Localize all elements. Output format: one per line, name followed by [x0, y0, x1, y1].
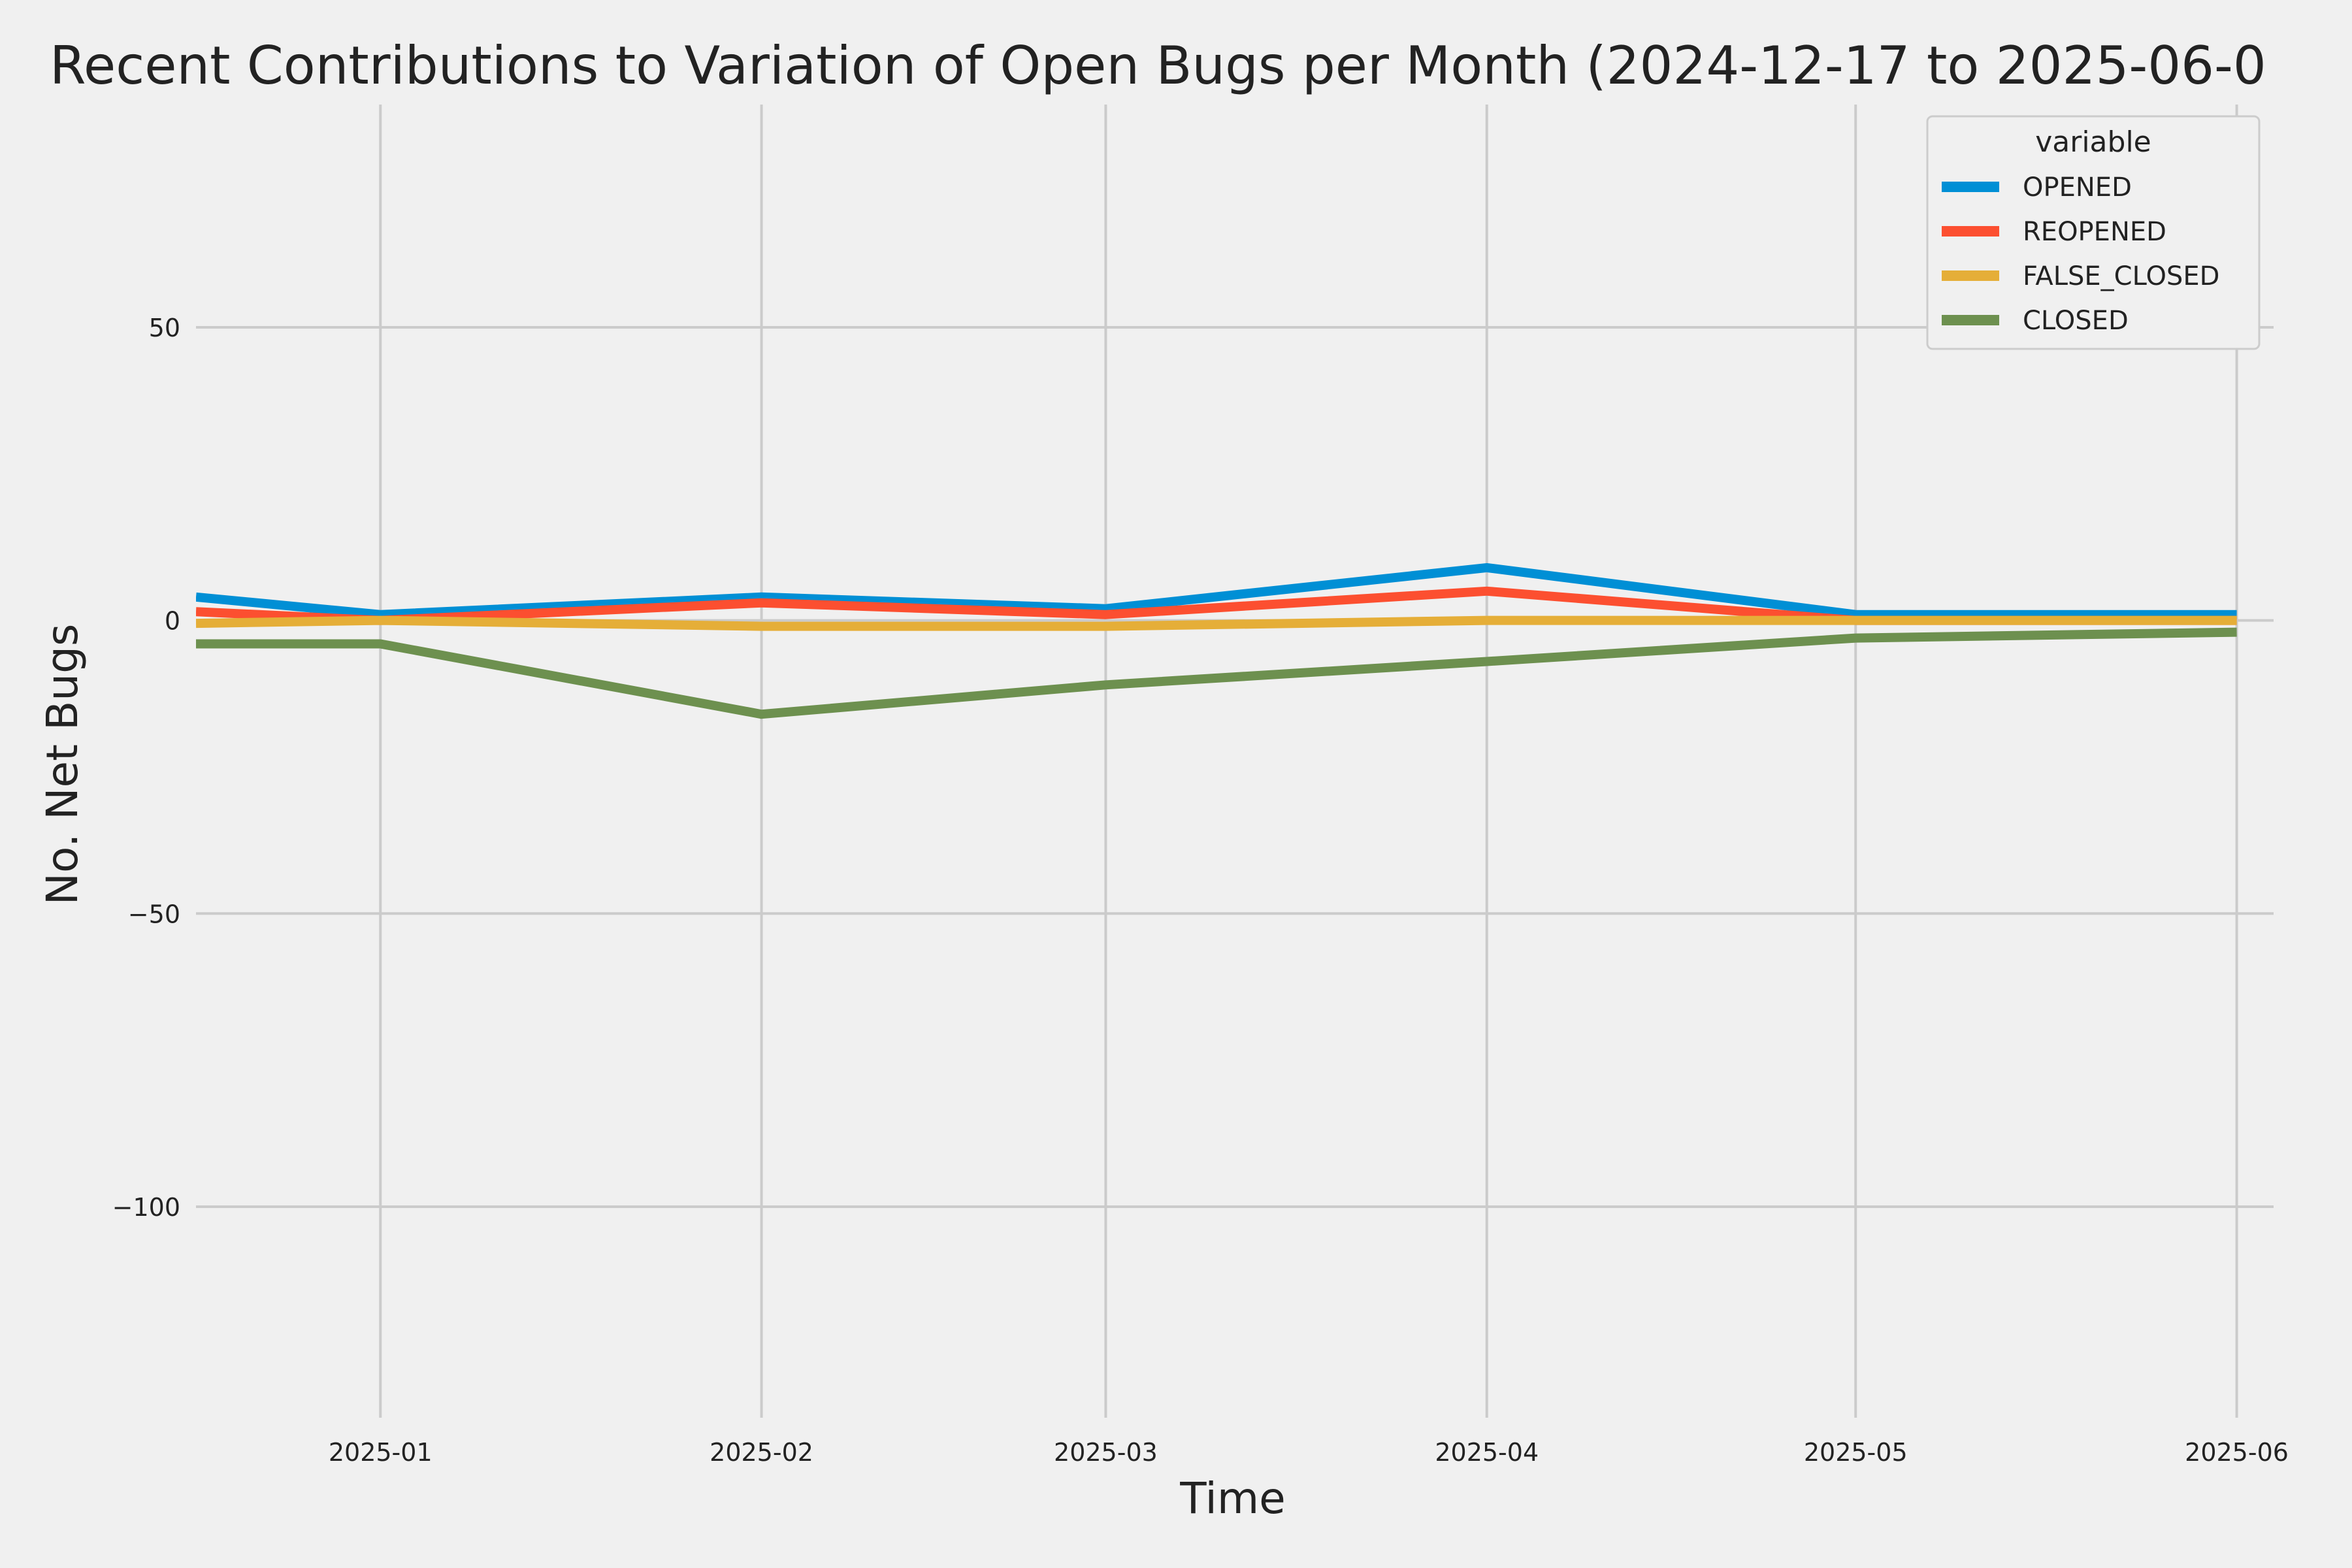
tick-labels: 50 0 −50 −100 2025-01 2025-02 2025-03 2025-04 20…: [112, 314, 2289, 1467]
legend-title: variable: [2035, 125, 2151, 159]
series-lines: [196, 563, 2237, 719]
legend-label: OPENED: [2023, 172, 2132, 203]
series-line-opened: [196, 563, 2237, 619]
y-tick-label: −50: [128, 900, 180, 928]
x-axis-title: Time: [1179, 1473, 1286, 1524]
x-tick-label: 2025-05: [1804, 1438, 1908, 1467]
y-tick-label: 0: [165, 607, 180, 636]
x-tick-label: 2025-02: [710, 1438, 813, 1467]
y-tick-label: −100: [112, 1193, 180, 1222]
legend-label: CLOSED: [2023, 306, 2129, 336]
legend-box: [1926, 115, 2261, 350]
x-tick-label: 2025-04: [1435, 1438, 1539, 1467]
x-tick-label: 2025-06: [2185, 1438, 2289, 1467]
legend-label: FALSE_CLOSED: [2023, 261, 2219, 291]
y-axis-title: No. Net Bugs: [37, 624, 88, 906]
series-line-closed: [196, 627, 2237, 719]
x-tick-label: 2025-01: [329, 1438, 433, 1467]
x-tick-label: 2025-03: [1054, 1438, 1158, 1467]
y-tick-label: 50: [149, 314, 180, 342]
chart-title: Recent Contributions to Variation of Ope…: [50, 35, 2266, 96]
series-line-false-closed: [196, 615, 2237, 631]
legend: variable OPENED REOPENED FALSE_CLOSED CLOSE…: [1926, 115, 2261, 350]
legend-label: REOPENED: [2023, 217, 2166, 247]
